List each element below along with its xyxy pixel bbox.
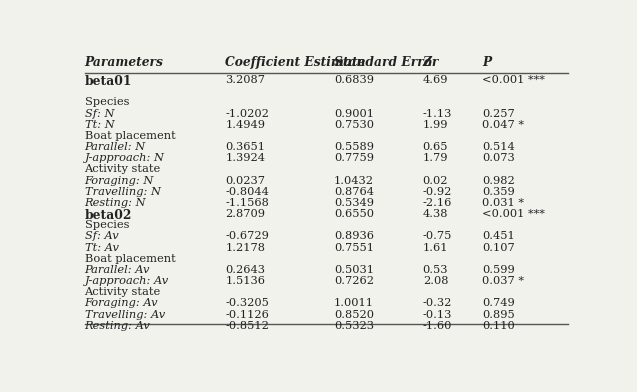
Text: 0.5323: 0.5323 bbox=[334, 321, 374, 331]
Text: 0.3651: 0.3651 bbox=[225, 142, 265, 152]
Text: 1.79: 1.79 bbox=[423, 153, 448, 163]
Text: 0.02: 0.02 bbox=[423, 176, 448, 186]
Text: 1.2178: 1.2178 bbox=[225, 243, 265, 252]
Text: 0.65: 0.65 bbox=[423, 142, 448, 152]
Text: -1.1568: -1.1568 bbox=[225, 198, 269, 208]
Text: 1.99: 1.99 bbox=[423, 120, 448, 130]
Text: Sf: N: Sf: N bbox=[85, 109, 114, 119]
Text: 0.6839: 0.6839 bbox=[334, 75, 374, 85]
Text: Boat placement: Boat placement bbox=[85, 131, 175, 141]
Text: -0.3205: -0.3205 bbox=[225, 298, 269, 309]
Text: Foraging: Av: Foraging: Av bbox=[85, 298, 158, 309]
Text: Parallel: N: Parallel: N bbox=[85, 142, 146, 152]
Text: 0.257: 0.257 bbox=[482, 109, 515, 119]
Text: 0.037 *: 0.037 * bbox=[482, 276, 524, 286]
Text: 0.599: 0.599 bbox=[482, 265, 515, 275]
Text: Activity state: Activity state bbox=[85, 165, 161, 174]
Text: 1.0432: 1.0432 bbox=[334, 176, 374, 186]
Text: 0.359: 0.359 bbox=[482, 187, 515, 197]
Text: 1.3924: 1.3924 bbox=[225, 153, 265, 163]
Text: Standard Error: Standard Error bbox=[334, 56, 438, 69]
Text: beta02: beta02 bbox=[85, 209, 132, 222]
Text: 0.7551: 0.7551 bbox=[334, 243, 374, 252]
Text: 4.38: 4.38 bbox=[423, 209, 448, 219]
Text: 0.9001: 0.9001 bbox=[334, 109, 374, 119]
Text: J-approach: N: J-approach: N bbox=[85, 153, 164, 163]
Text: 0.5031: 0.5031 bbox=[334, 265, 374, 275]
Text: Z: Z bbox=[423, 56, 432, 69]
Text: 0.5349: 0.5349 bbox=[334, 198, 374, 208]
Text: <0.001 ***: <0.001 *** bbox=[482, 75, 545, 85]
Text: J-approach: Av: J-approach: Av bbox=[85, 276, 169, 286]
Text: 0.073: 0.073 bbox=[482, 153, 515, 163]
Text: 1.61: 1.61 bbox=[423, 243, 448, 252]
Text: -1.13: -1.13 bbox=[423, 109, 452, 119]
Text: -0.8512: -0.8512 bbox=[225, 321, 269, 331]
Text: 1.4949: 1.4949 bbox=[225, 120, 265, 130]
Text: 2.08: 2.08 bbox=[423, 276, 448, 286]
Text: Travelling: Av: Travelling: Av bbox=[85, 310, 165, 319]
Text: 0.6550: 0.6550 bbox=[334, 209, 374, 219]
Text: 2.8709: 2.8709 bbox=[225, 209, 265, 219]
Text: Boat placement: Boat placement bbox=[85, 254, 175, 264]
Text: 0.982: 0.982 bbox=[482, 176, 515, 186]
Text: Resting: Av: Resting: Av bbox=[85, 321, 150, 331]
Text: Parameters: Parameters bbox=[85, 56, 164, 69]
Text: 1.0011: 1.0011 bbox=[334, 298, 374, 309]
Text: -0.75: -0.75 bbox=[423, 231, 452, 241]
Text: 0.451: 0.451 bbox=[482, 231, 515, 241]
Text: 0.5589: 0.5589 bbox=[334, 142, 374, 152]
Text: Resting: N: Resting: N bbox=[85, 198, 146, 208]
Text: <0.001 ***: <0.001 *** bbox=[482, 209, 545, 219]
Text: 0.047 *: 0.047 * bbox=[482, 120, 524, 130]
Text: Activity state: Activity state bbox=[85, 287, 161, 297]
Text: -1.60: -1.60 bbox=[423, 321, 452, 331]
Text: 0.0237: 0.0237 bbox=[225, 176, 265, 186]
Text: beta01: beta01 bbox=[85, 75, 132, 88]
Text: 0.031 *: 0.031 * bbox=[482, 198, 524, 208]
Text: 3.2087: 3.2087 bbox=[225, 75, 265, 85]
Text: -0.6729: -0.6729 bbox=[225, 231, 269, 241]
Text: Tt: Av: Tt: Av bbox=[85, 243, 118, 252]
Text: -0.13: -0.13 bbox=[423, 310, 452, 319]
Text: -0.32: -0.32 bbox=[423, 298, 452, 309]
Text: 0.110: 0.110 bbox=[482, 321, 515, 331]
Text: Sf: Av: Sf: Av bbox=[85, 231, 118, 241]
Text: 0.7759: 0.7759 bbox=[334, 153, 374, 163]
Text: 0.53: 0.53 bbox=[423, 265, 448, 275]
Text: Parallel: Av: Parallel: Av bbox=[85, 265, 150, 275]
Text: -0.1126: -0.1126 bbox=[225, 310, 269, 319]
Text: -1.0202: -1.0202 bbox=[225, 109, 269, 119]
Text: 0.514: 0.514 bbox=[482, 142, 515, 152]
Text: 0.749: 0.749 bbox=[482, 298, 515, 309]
Text: 0.895: 0.895 bbox=[482, 310, 515, 319]
Text: Foraging: N: Foraging: N bbox=[85, 176, 154, 186]
Text: Species: Species bbox=[85, 220, 129, 230]
Text: 4.69: 4.69 bbox=[423, 75, 448, 85]
Text: Species: Species bbox=[85, 98, 129, 107]
Text: 0.107: 0.107 bbox=[482, 243, 515, 252]
Text: Coefficient Estimate: Coefficient Estimate bbox=[225, 56, 366, 69]
Text: -2.16: -2.16 bbox=[423, 198, 452, 208]
Text: 0.8764: 0.8764 bbox=[334, 187, 374, 197]
Text: 0.8936: 0.8936 bbox=[334, 231, 374, 241]
Text: 0.8520: 0.8520 bbox=[334, 310, 374, 319]
Text: 0.7262: 0.7262 bbox=[334, 276, 374, 286]
Text: -0.8044: -0.8044 bbox=[225, 187, 269, 197]
Text: 0.7530: 0.7530 bbox=[334, 120, 374, 130]
Text: 1.5136: 1.5136 bbox=[225, 276, 265, 286]
Text: P: P bbox=[482, 56, 491, 69]
Text: -0.92: -0.92 bbox=[423, 187, 452, 197]
Text: Tt: N: Tt: N bbox=[85, 120, 114, 130]
Text: Travelling: N: Travelling: N bbox=[85, 187, 161, 197]
Text: 0.2643: 0.2643 bbox=[225, 265, 265, 275]
